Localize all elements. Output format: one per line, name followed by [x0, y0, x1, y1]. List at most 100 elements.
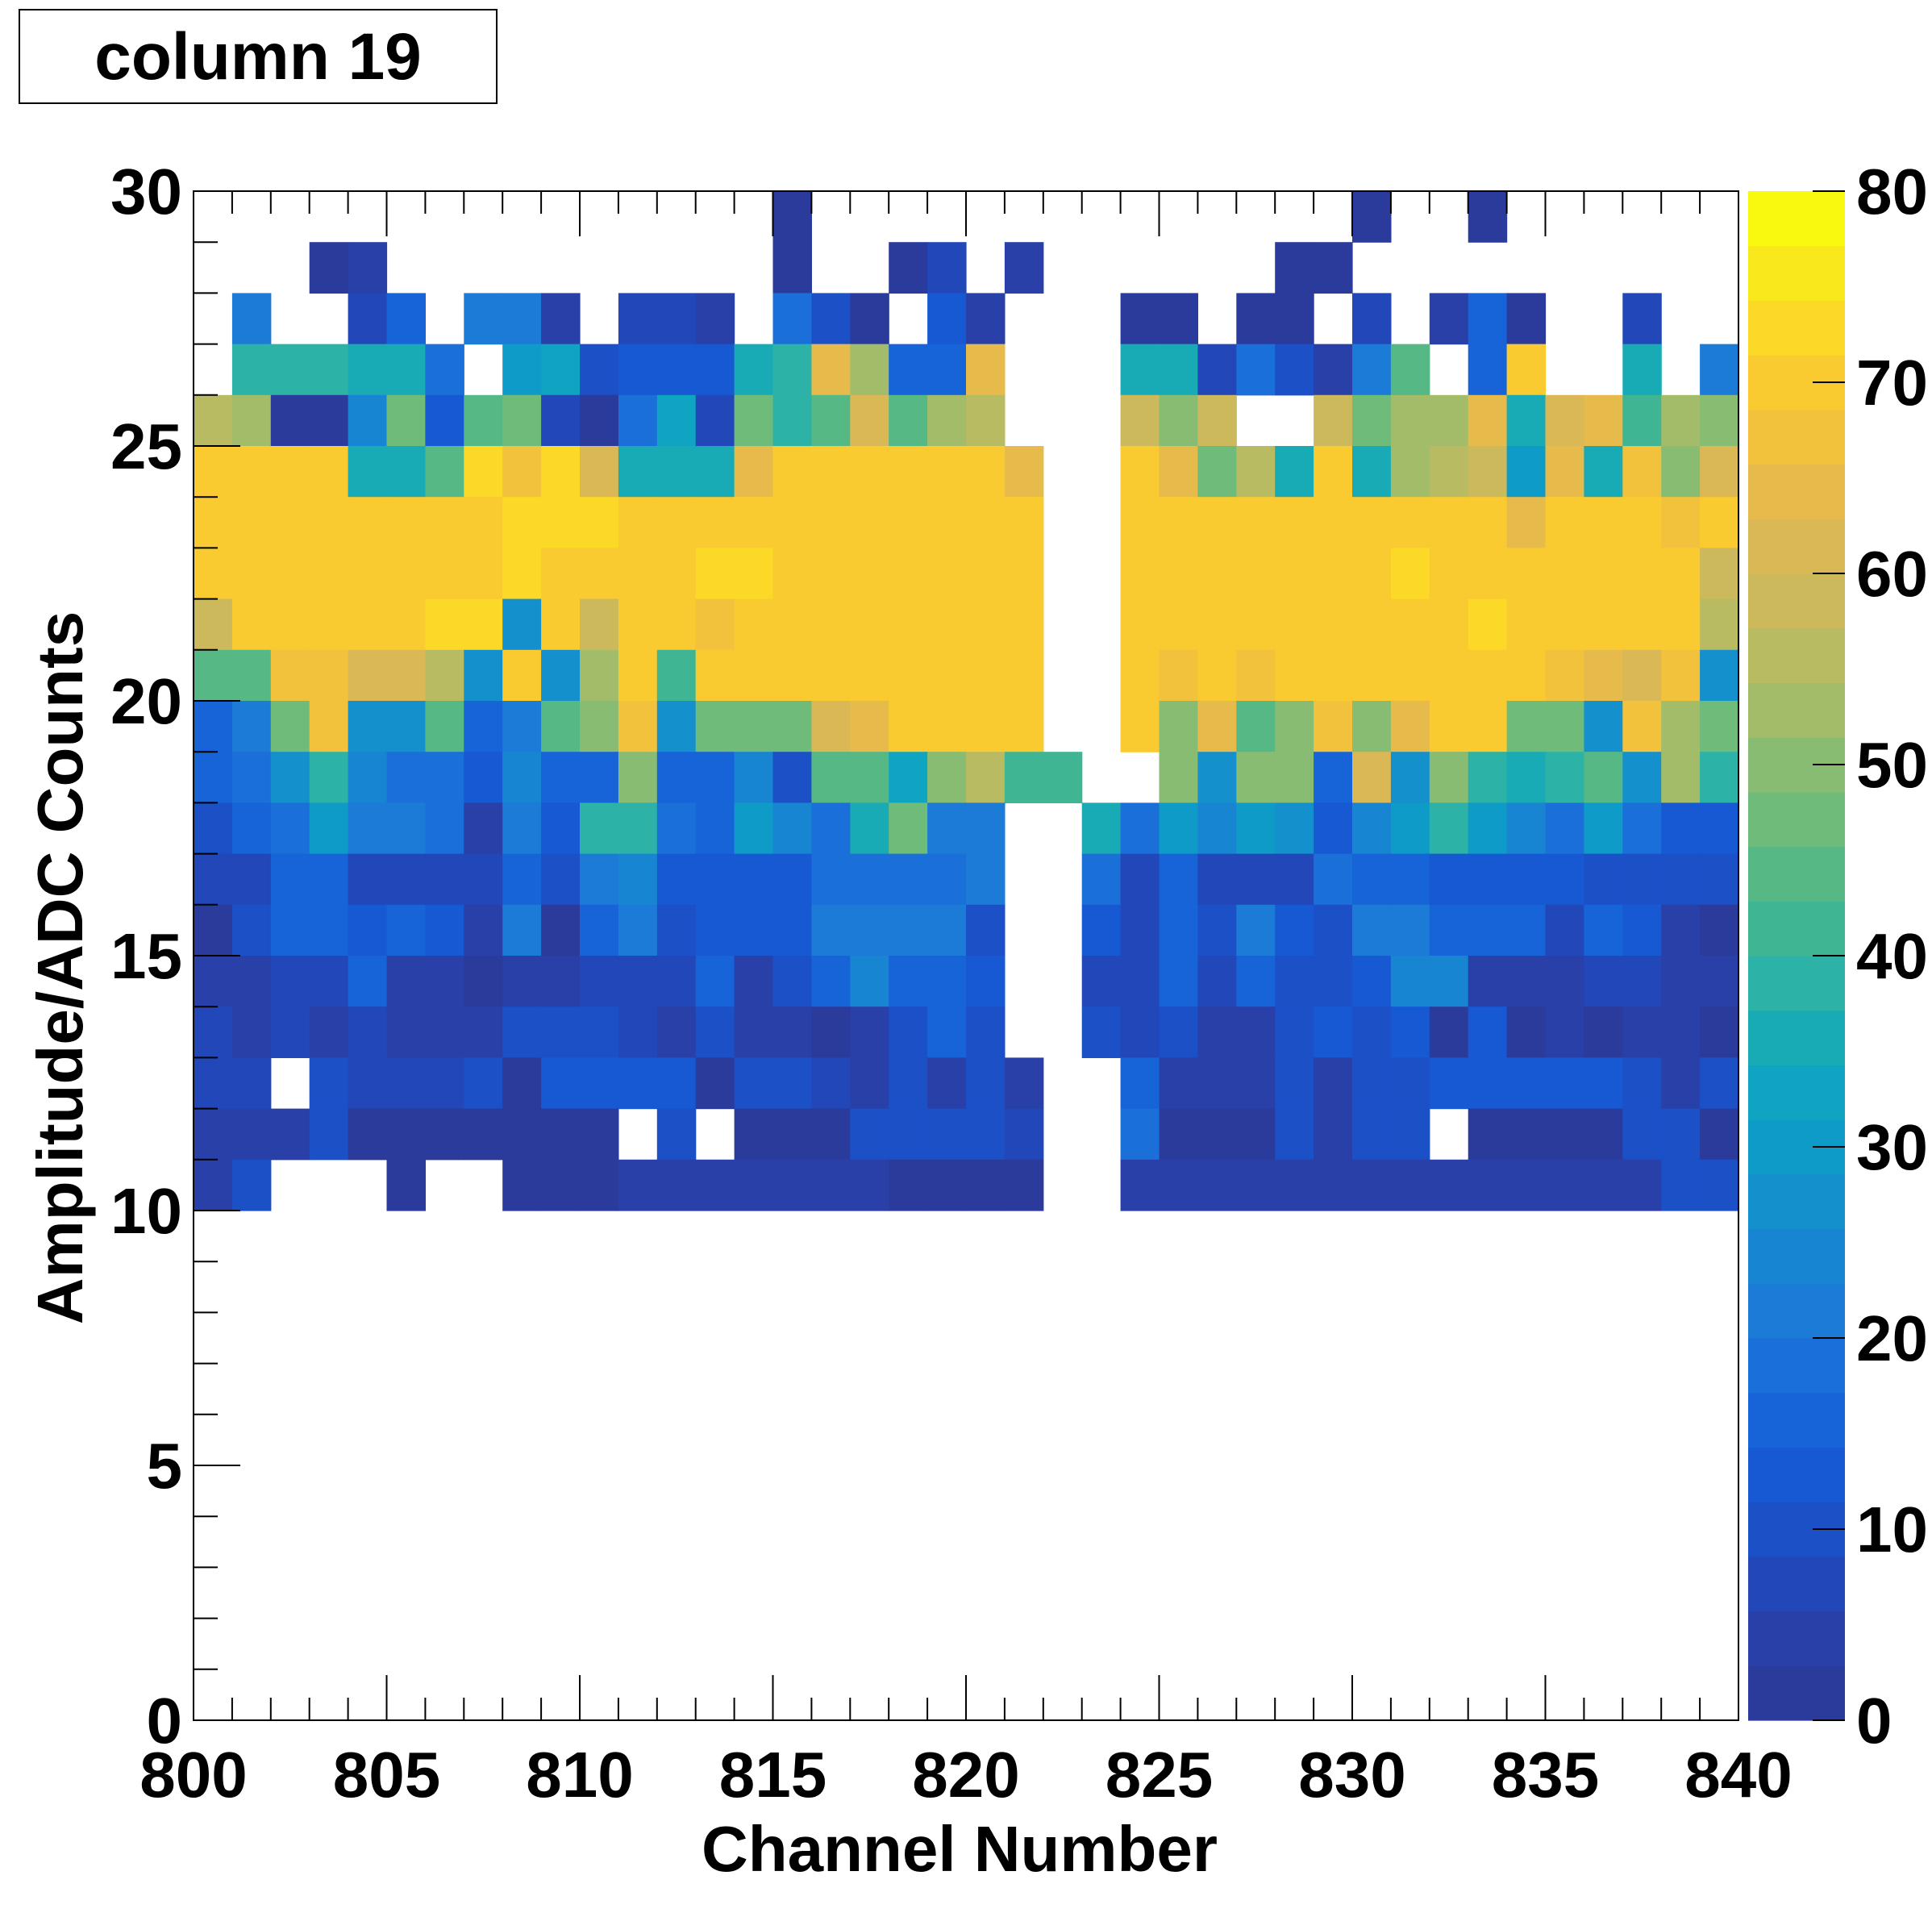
heatmap-cell	[1314, 598, 1353, 651]
heatmap-cell	[1468, 649, 1508, 702]
heatmap-cell	[1275, 752, 1314, 803]
heatmap-cell	[502, 649, 542, 702]
heatmap-cell	[618, 752, 658, 803]
heatmap-cell	[231, 1057, 272, 1110]
heatmap-cell	[811, 1159, 851, 1211]
heatmap-cell	[927, 1007, 967, 1058]
heatmap-cell	[1506, 752, 1547, 803]
heatmap-cell	[1390, 394, 1430, 447]
heatmap-cell	[1120, 1108, 1160, 1161]
heatmap-cell	[1661, 446, 1701, 498]
heatmap-cell	[618, 344, 658, 396]
heatmap-cell	[695, 1007, 735, 1058]
heatmap-cell	[1468, 191, 1508, 243]
heatmap-cell	[425, 1007, 464, 1058]
heatmap-cell	[850, 1057, 889, 1110]
heatmap-cell	[811, 497, 851, 548]
heatmap-cell	[656, 853, 697, 906]
heatmap-cell	[464, 446, 503, 498]
heatmap-cell	[194, 1159, 233, 1211]
heatmap-cell	[618, 1159, 658, 1211]
heatmap-cell	[1004, 1108, 1044, 1161]
heatmap-cell	[309, 1007, 349, 1058]
y-tick-label: 25	[110, 411, 182, 482]
heatmap-cell	[348, 802, 388, 855]
heatmap-cell	[889, 1057, 928, 1110]
heatmap-cell	[1197, 649, 1237, 702]
heatmap-cell	[1429, 394, 1469, 447]
heatmap-cell	[656, 802, 697, 855]
heatmap-cell	[695, 649, 735, 702]
heatmap-cell	[502, 701, 542, 752]
heatmap-cell	[1159, 752, 1198, 803]
heatmap-cell	[1275, 1159, 1314, 1211]
heatmap-cell	[1352, 191, 1392, 243]
heatmap-cell	[1352, 293, 1392, 345]
heatmap-cell	[889, 548, 928, 600]
heatmap-cell	[541, 904, 581, 956]
heatmap-cell	[1545, 548, 1584, 600]
heatmap-cell	[1004, 752, 1044, 803]
title-frame	[19, 9, 498, 104]
heatmap-cell	[1622, 904, 1662, 956]
heatmap-cell	[309, 394, 349, 447]
heatmap-cell	[270, 548, 310, 600]
heatmap-cell	[1197, 394, 1237, 447]
heatmap-cell	[1236, 497, 1276, 548]
heatmap-cell	[618, 1057, 658, 1110]
heatmap-cell	[656, 956, 697, 1007]
heatmap-cell	[1352, 548, 1392, 600]
heatmap-cell	[811, 548, 851, 600]
heatmap-cell	[386, 446, 426, 498]
heatmap-cell	[1120, 1159, 1160, 1211]
heatmap-cell	[656, 1007, 697, 1058]
heatmap-cell	[1120, 1007, 1160, 1058]
heatmap-cell	[695, 497, 735, 548]
heatmap-cells	[194, 191, 1739, 1211]
heatmap-cell	[1159, 598, 1198, 651]
heatmap-cell	[231, 752, 272, 803]
heatmap-cell	[1390, 497, 1430, 548]
heatmap-cell	[231, 1108, 272, 1161]
heatmap-cell	[1004, 497, 1044, 548]
heatmap-cell	[1314, 1159, 1353, 1211]
heatmap-cell	[348, 752, 388, 803]
heatmap-cell	[927, 548, 967, 600]
heatmap-cell	[464, 394, 503, 447]
heatmap-cell	[1004, 701, 1044, 752]
heatmap-cell	[1197, 752, 1237, 803]
heatmap-cell	[656, 394, 697, 447]
heatmap-cell	[270, 956, 310, 1007]
heatmap-cell	[1197, 1108, 1237, 1161]
heatmap-cell	[1314, 752, 1353, 803]
heatmap-cell	[1159, 904, 1198, 956]
heatmap-cell	[1622, 598, 1662, 651]
heatmap-cell	[425, 446, 464, 498]
heatmap-cell	[231, 548, 272, 600]
heatmap-cell	[1584, 802, 1623, 855]
heatmap-cell	[734, 1007, 774, 1058]
heatmap-cell	[231, 598, 272, 651]
heatmap-cell	[695, 446, 735, 498]
heatmap-cell	[927, 497, 967, 548]
heatmap-cell	[194, 802, 233, 855]
color-scale-band	[1748, 627, 1845, 684]
heatmap-cell	[1622, 853, 1662, 906]
heatmap-cell	[1584, 1057, 1623, 1110]
heatmap-cell	[811, 904, 851, 956]
heatmap-cell	[502, 802, 542, 855]
heatmap-cell	[270, 598, 310, 651]
heatmap-cell	[889, 497, 928, 548]
heatmap-cell	[580, 497, 619, 548]
heatmap-cell	[1584, 1159, 1623, 1211]
heatmap-cell	[1197, 701, 1237, 752]
heatmap-cell	[386, 1159, 426, 1211]
heatmap-cell	[889, 1108, 928, 1161]
heatmap-cell	[1275, 853, 1314, 906]
heatmap-cell	[1429, 701, 1469, 752]
heatmap-cell	[1159, 1007, 1198, 1058]
heatmap-cell	[850, 802, 889, 855]
heatmap-cell	[231, 497, 272, 548]
heatmap-cell	[464, 701, 503, 752]
heatmap-cell	[1584, 1108, 1623, 1161]
